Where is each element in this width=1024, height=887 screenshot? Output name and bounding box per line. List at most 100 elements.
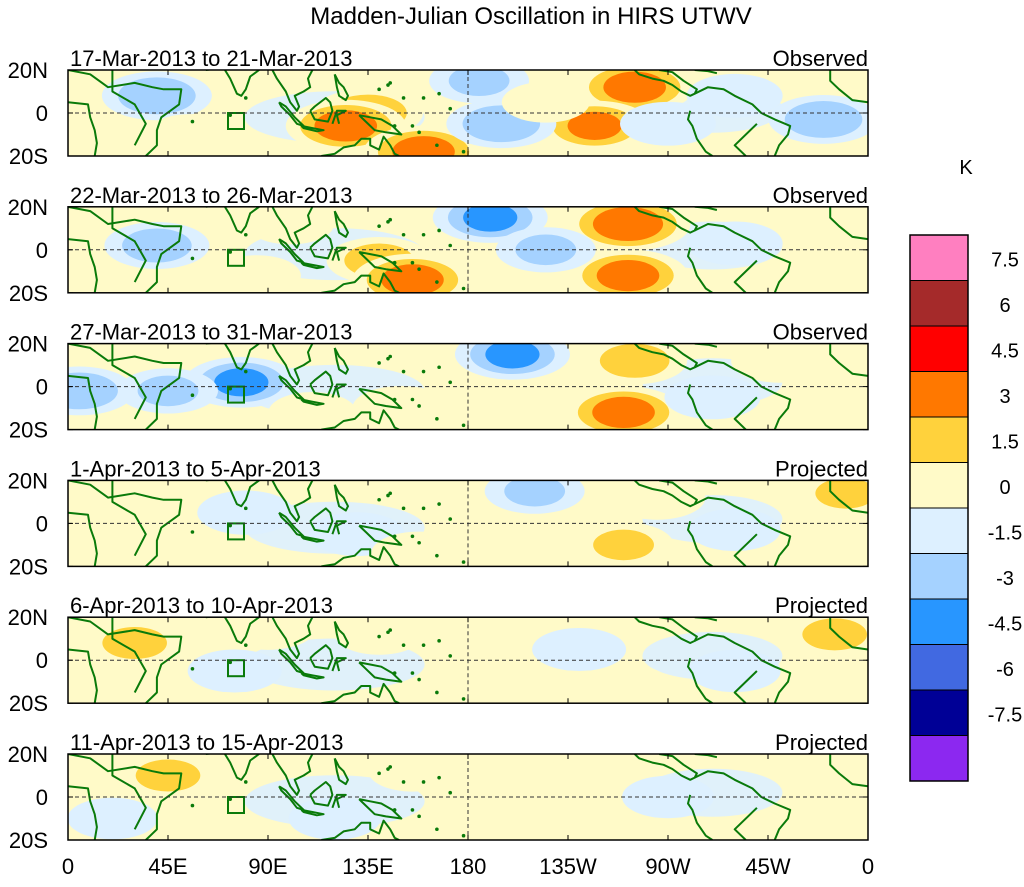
island-marker (461, 423, 466, 428)
coastline (829, 480, 868, 514)
panel-status-label: Observed (773, 320, 868, 345)
coastline (687, 521, 713, 567)
island-marker (417, 540, 421, 545)
coastline (358, 251, 403, 273)
coastline (278, 101, 305, 127)
panel-status-label: Projected (775, 456, 868, 481)
island-marker (421, 780, 426, 784)
panel-5: 20N 0 20S 6-Apr-2013 to 10-Apr-2013 Projecte… (8, 593, 869, 716)
island-marker (386, 493, 390, 498)
coastline (634, 617, 698, 644)
anomaly-contour (802, 618, 867, 651)
anomaly-contour (485, 343, 540, 369)
island-marker (377, 497, 381, 502)
colorbar-swatch (909, 280, 969, 327)
coastline (205, 70, 260, 97)
coastline (271, 70, 314, 112)
coastline (309, 507, 334, 533)
island-marker (377, 771, 381, 776)
island-marker (388, 765, 393, 769)
coastline (278, 648, 305, 675)
coastline (300, 808, 325, 817)
anomaly-contour (688, 649, 781, 693)
island-marker (461, 697, 466, 701)
y-tick-label: 20S (9, 828, 48, 853)
anomaly-contour (775, 533, 868, 567)
coastline (829, 343, 868, 377)
island-marker (243, 369, 248, 374)
island-marker (388, 217, 393, 222)
panel-period-label: 1-Apr-2013 to 5-Apr-2013 (70, 456, 321, 481)
island-marker (401, 780, 406, 784)
coastline (634, 343, 698, 371)
anomaly-contour (137, 375, 199, 407)
coastline (68, 101, 98, 156)
island-marker (435, 553, 439, 558)
anomaly-contour (686, 221, 783, 266)
coastline (271, 754, 314, 796)
panel-2: 20N 0 20S 22-Mar-2013 to 26-Mar-2013 Observe… (8, 183, 869, 306)
coastline (300, 124, 325, 133)
coastline (331, 657, 347, 672)
island-marker (190, 393, 195, 398)
island-marker (190, 803, 195, 808)
anomaly-contour (371, 531, 468, 567)
coastline (271, 617, 314, 660)
island-marker (421, 506, 426, 511)
island-marker (243, 506, 248, 511)
panel-period-label: 6-Apr-2013 to 10-Apr-2013 (70, 593, 333, 618)
coastline (111, 206, 147, 283)
colorbar-swatch (909, 325, 969, 372)
coastline (687, 657, 713, 704)
y-tick-label: 20N (8, 58, 48, 83)
coastline (278, 785, 305, 811)
coastline (111, 617, 147, 693)
coastline (358, 661, 403, 683)
colorbar-level-label: 0 (999, 477, 1010, 499)
coastline (333, 210, 349, 238)
anomaly-contour (68, 372, 118, 410)
island-marker (437, 639, 441, 643)
colorbar-swatch (909, 234, 969, 281)
island-marker (435, 417, 439, 421)
anomaly-contour (608, 480, 706, 520)
coastline (829, 617, 868, 651)
y-tick-label: 20S (9, 144, 48, 169)
coastline (278, 238, 305, 264)
island-marker (417, 130, 421, 135)
island-marker (421, 369, 426, 374)
anomaly-contour (688, 508, 781, 552)
island-marker (421, 96, 426, 100)
coastline (331, 520, 347, 535)
island-marker (377, 634, 381, 639)
y-tick-label: 0 (36, 511, 48, 536)
anomaly-contour (599, 343, 670, 378)
panel-stack: 20N 0 20S 17-Mar-2013 to 21-Mar-2013 Observe… (8, 46, 869, 853)
panel-status-label: Observed (773, 183, 868, 208)
y-tick-label: 20S (9, 281, 48, 306)
anomaly-contour (532, 627, 627, 671)
coastline (321, 682, 400, 704)
coastline (68, 70, 183, 156)
island-marker (448, 654, 453, 658)
coastline (321, 272, 400, 293)
y-tick-label: 20S (9, 691, 48, 716)
coastline (358, 524, 403, 546)
y-tick-label: 20S (9, 554, 48, 579)
island-marker (190, 667, 195, 671)
island-marker (388, 628, 393, 632)
anomaly-contour (784, 101, 863, 138)
panel-period-label: 27-Mar-2013 to 31-Mar-2013 (70, 320, 352, 345)
island-marker (437, 228, 441, 233)
colorbar-swatch (909, 371, 969, 418)
anomaly-contour (448, 70, 510, 97)
coastline (205, 480, 260, 508)
coastline (68, 648, 98, 704)
coastline (300, 261, 325, 270)
coastline (271, 343, 314, 386)
coastline (309, 97, 334, 123)
coastlines (68, 617, 868, 704)
island-marker (437, 775, 441, 780)
island-marker (228, 660, 233, 665)
island-marker (392, 397, 397, 402)
